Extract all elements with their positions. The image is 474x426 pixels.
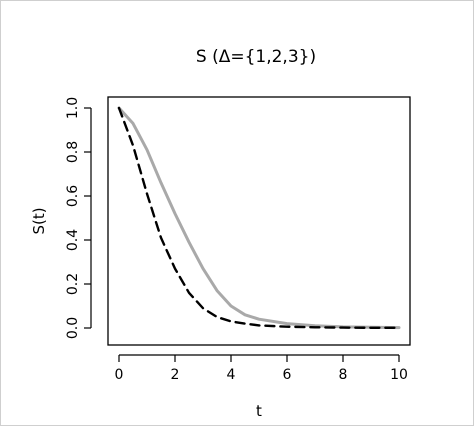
y-tick-label: 0.2	[65, 273, 81, 295]
x-axis-label: t	[256, 402, 262, 420]
y-tick-label: 0.4	[65, 229, 81, 251]
plot-box	[107, 96, 411, 346]
chart-title: S (Δ={1,2,3})	[196, 47, 316, 67]
x-tick-label: 8	[339, 367, 348, 383]
y-tick-label: 0.8	[65, 141, 81, 163]
x-tick-label: 0	[115, 367, 124, 383]
x-tick-label: 10	[390, 367, 408, 383]
solid-series-line	[117, 106, 401, 330]
x-tick-label: 2	[171, 367, 180, 383]
y-axis-label: S(t)	[30, 207, 48, 234]
x-tick-label: 6	[283, 367, 292, 383]
y-tick-label: 1.0	[65, 97, 81, 119]
dashed-series-line	[117, 106, 401, 329]
y-tick-label: 0.6	[65, 185, 81, 207]
x-tick-label: 4	[227, 367, 236, 383]
y-tick-label: 0.0	[65, 317, 81, 339]
